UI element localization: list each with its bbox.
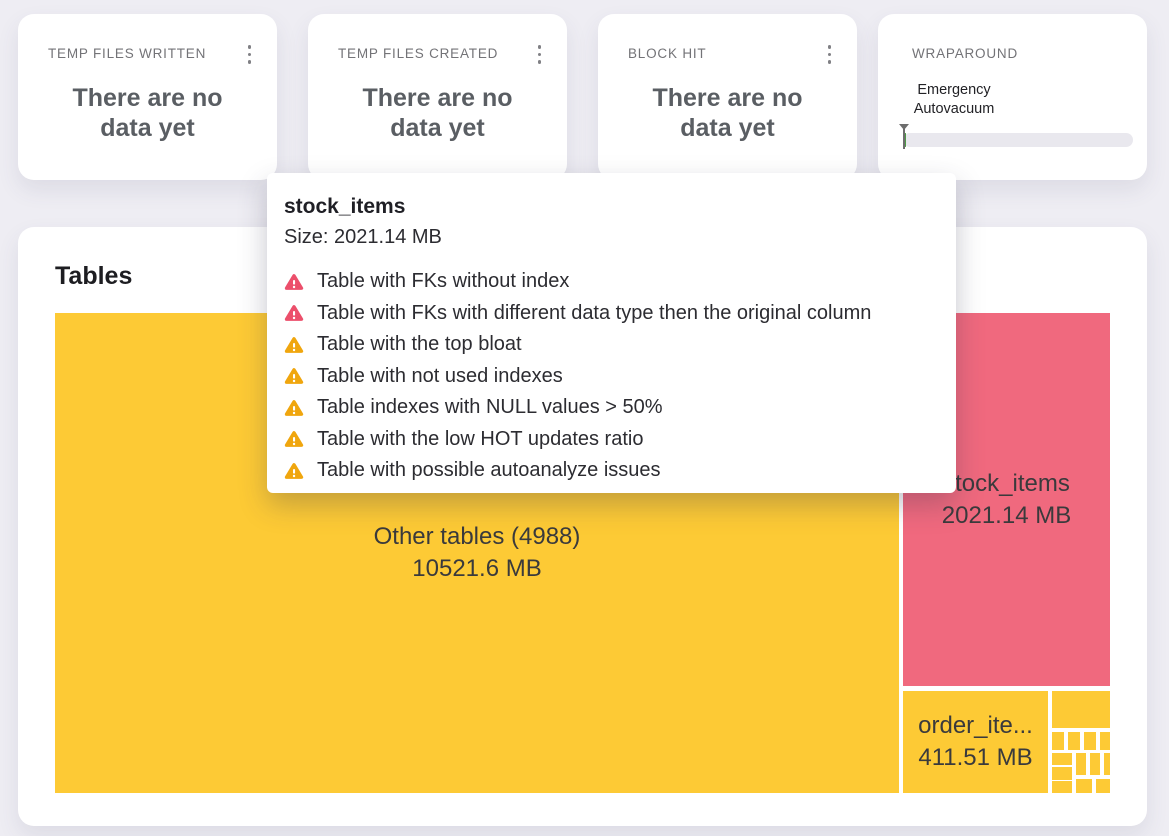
tooltip-table-size: Size: 2021.14 MB [284, 226, 442, 248]
empty-state-text: There are no data yet [652, 83, 803, 142]
table-tooltip: stock_items Size: 2021.14 MB Table with … [267, 173, 956, 493]
tooltip-issue-row: Table with the low HOT updates ratio [284, 424, 936, 456]
card-wraparound: WRAPAROUND Emergency Autovacuum [878, 14, 1147, 180]
card-title: BLOCK HIT [628, 46, 707, 61]
treemap-small-tile[interactable] [1052, 753, 1072, 765]
tooltip-issue-row: Table indexes with NULL values > 50% [284, 392, 936, 424]
tooltip-issue-label: Table with FKs without index [317, 270, 570, 293]
card-header: TEMP FILES CREATED [308, 14, 567, 66]
treemap-small-tile[interactable] [1096, 779, 1110, 793]
warning-triangle-icon [284, 399, 304, 416]
tooltip-issue-row: Table with not used indexes [284, 361, 936, 393]
treemap-node-size: 411.51 MB [918, 744, 1033, 771]
treemap-small-tile[interactable] [1090, 753, 1100, 775]
tooltip-issue-label: Table with possible autoanalyze issues [317, 459, 661, 482]
warning-triangle-icon [284, 336, 304, 353]
tables-section-title: Tables [55, 262, 133, 290]
gauge-marker-icon [898, 124, 910, 149]
empty-state: There are no data yet [18, 66, 277, 181]
treemap-small-tile[interactable] [1052, 691, 1110, 728]
card-header: BLOCK HIT [598, 14, 857, 66]
treemap-node-label: stock_items [943, 469, 1070, 497]
empty-state: There are no data yet [308, 66, 567, 181]
tooltip-issue-label: Table with not used indexes [317, 364, 563, 387]
warning-triangle-icon [284, 305, 304, 322]
wraparound-gauge [899, 124, 1133, 149]
gauge-label: Emergency Autovacuum [913, 82, 995, 118]
empty-state-text: There are no data yet [72, 83, 223, 142]
treemap-small-tile[interactable] [1052, 732, 1064, 750]
tooltip-issue-label: Table indexes with NULL values > 50% [317, 396, 663, 419]
treemap-node-label: Other tables (4988) [373, 523, 581, 551]
empty-state-text: There are no data yet [362, 83, 513, 142]
card-block-hit: BLOCK HIT There are no data yet [598, 14, 857, 180]
gauge-fill [904, 133, 907, 147]
tooltip-issue-row: Table with FKs without index [284, 266, 936, 298]
card-header: WRAPAROUND [878, 14, 1147, 61]
warning-triangle-icon [284, 368, 304, 385]
warning-triangle-icon [284, 273, 304, 290]
treemap-small-tile[interactable] [1084, 732, 1096, 750]
treemap-node-size: 10521.6 MB [412, 555, 542, 582]
treemap-small-tile[interactable] [1052, 781, 1072, 793]
tooltip-issue-label: Table with the top bloat [317, 333, 522, 356]
treemap-node-size: 2021.14 MB [941, 501, 1072, 529]
card-temp-files-created: TEMP FILES CREATED There are no data yet [308, 14, 567, 180]
tooltip-table-name: stock_items [284, 195, 406, 218]
card-title: TEMP FILES WRITTEN [48, 46, 207, 61]
card-header: TEMP FILES WRITTEN [18, 14, 277, 66]
treemap-small-tile[interactable] [1104, 753, 1110, 775]
card-title: WRAPAROUND [912, 46, 1019, 61]
tooltip-issue-label: Table with FKs with different data type … [317, 301, 872, 324]
card-temp-files-written: TEMP FILES WRITTEN There are no data yet [18, 14, 277, 180]
treemap-small-tile[interactable] [1076, 779, 1092, 793]
treemap-node-order_items[interactable]: order_ite... 411.51 MB [903, 691, 1048, 793]
treemap-node-label: order_ite... [918, 712, 1033, 740]
tooltip-issue-row: Table with possible autoanalyze issues [284, 455, 936, 487]
tooltip-issue-row: Table with FKs with different data type … [284, 298, 936, 330]
treemap-small-tile[interactable] [1100, 732, 1110, 750]
tooltip-issue-row: Table with the top bloat [284, 329, 936, 361]
warning-triangle-icon [284, 431, 304, 448]
kebab-menu-icon[interactable] [824, 43, 836, 66]
empty-state: There are no data yet [598, 66, 857, 181]
gauge-track [903, 133, 1133, 147]
warning-triangle-icon [284, 462, 304, 479]
treemap-small-tile[interactable] [1052, 767, 1072, 780]
treemap-small-tile[interactable] [1068, 732, 1080, 750]
card-title: TEMP FILES CREATED [338, 46, 499, 61]
treemap-small-tile[interactable] [1076, 753, 1086, 775]
tooltip-issue-label: Table with the low HOT updates ratio [317, 427, 644, 450]
tooltip-issue-list: Table with FKs without index Table with F… [284, 266, 936, 487]
kebab-menu-icon[interactable] [534, 43, 546, 66]
kebab-menu-icon[interactable] [244, 43, 256, 66]
